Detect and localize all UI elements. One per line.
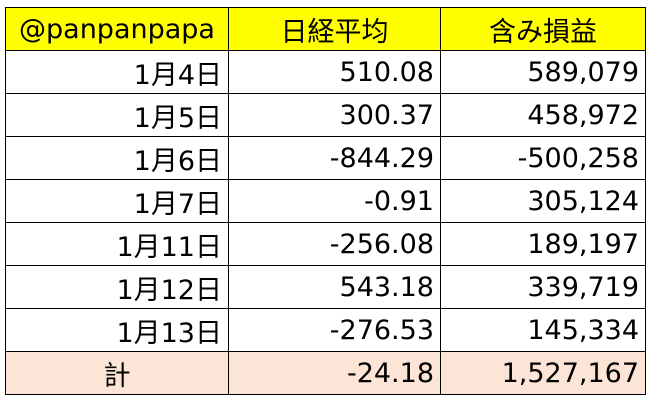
table-cell: 543.18 [228,265,441,309]
table-cell: 510.08 [228,50,441,94]
table-cell: 1月13日 [5,308,229,352]
table-cell: -500,258 [440,136,646,180]
table-cell: 1,527,167 [440,351,646,395]
data-row: 1月12日 543.18 339,719 [5,265,646,309]
table-cell: 339,719 [440,265,646,309]
table-body: @panpanpapa 日経平均 含み損益 1月4日 510.08 589,079 1月5日… [5,7,646,395]
table-cell: 1月4日 [5,50,229,94]
table-cell: -0.91 [228,179,441,223]
table-cell: 189,197 [440,222,646,266]
table-cell: 1月7日 [5,179,229,223]
table-cell: 1月5日 [5,93,229,137]
data-row: 1月13日 -276.53 145,334 [5,308,646,352]
data-row: 1月4日 510.08 589,079 [5,50,646,94]
table-cell: -844.29 [228,136,441,180]
table-cell: 145,334 [440,308,646,352]
table-cell: 1月6日 [5,136,229,180]
data-row: 1月11日 -256.08 189,197 [5,222,646,266]
table-cell: -256.08 [228,222,441,266]
table-cell: 含み損益 [440,7,646,51]
table-cell: 1月12日 [5,265,229,309]
table-cell: @panpanpapa [5,7,229,51]
table-cell: -24.18 [228,351,441,395]
table-cell: 300.37 [228,93,441,137]
table-cell: 305,124 [440,179,646,223]
table-cell: 1月11日 [5,222,229,266]
data-row: 1月6日 -844.29 -500,258 [5,136,646,180]
header-row: @panpanpapa 日経平均 含み損益 [5,7,646,51]
table-cell: -276.53 [228,308,441,352]
data-row: 1月5日 300.37 458,972 [5,93,646,137]
table-cell: 日経平均 [228,7,441,51]
data-row: 1月7日 -0.91 305,124 [5,179,646,223]
table-cell: 589,079 [440,50,646,94]
table-cell: 458,972 [440,93,646,137]
total-row: 計 -24.18 1,527,167 [5,351,646,395]
data-table: @panpanpapa 日経平均 含み損益 1月4日 510.08 589,079 1月5日… [5,7,646,395]
table-cell: 計 [5,351,229,395]
